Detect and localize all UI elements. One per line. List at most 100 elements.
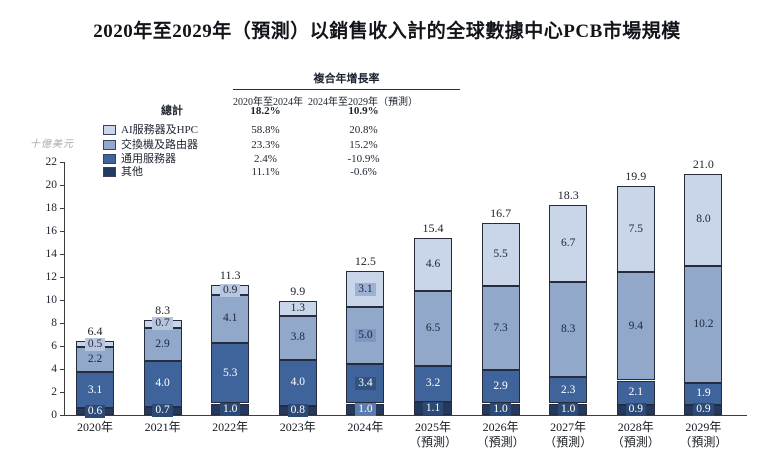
y-axis-tick <box>60 300 64 301</box>
legend-label: AI服務器及HPC <box>121 124 199 136</box>
bar-segment: 1.9 <box>684 382 723 405</box>
bar-segment: 0.9 <box>616 403 655 417</box>
y-axis-unit-label: 十億美元 <box>30 139 74 150</box>
bar-segment: 1.0 <box>549 402 588 416</box>
bar-segment: 0.7 <box>143 317 182 331</box>
y-axis-tick-label: 16 <box>45 224 58 237</box>
segment-label: 0.6 <box>84 405 106 419</box>
bar-segment: 3.2 <box>414 365 452 403</box>
total-label: 11.3 <box>219 268 241 283</box>
legend-swatch <box>103 167 116 177</box>
bar-segment: 10.2 <box>684 265 723 383</box>
segment-label: 0.9 <box>625 403 646 417</box>
bar-segment: 8.3 <box>549 281 588 378</box>
x-axis-label: 2029年 （預測） <box>679 420 728 449</box>
segment-label: 2.2 <box>87 353 103 366</box>
bar-segment: 2.2 <box>76 347 114 373</box>
bar-segment: 1.3 <box>278 301 317 317</box>
total-label: 8.3 <box>155 302 171 317</box>
y-axis-tick <box>60 162 64 163</box>
bar-segment: 2.3 <box>549 377 588 404</box>
legend-label: 交換機及路由器 <box>121 139 198 151</box>
cagr-value: 18.2% <box>250 105 281 117</box>
bar-segment: 5.3 <box>211 342 250 404</box>
segment-label: 1.0 <box>558 402 579 416</box>
segment-label: 8.0 <box>696 213 711 225</box>
x-axis-label: 2026年 （預測） <box>476 420 525 449</box>
bar-segment: 3.1 <box>346 271 385 307</box>
x-axis-label: 2022年 <box>212 420 249 434</box>
y-axis-tick-label: 18 <box>45 201 58 214</box>
segment-label: 5.5 <box>493 248 508 261</box>
legend-swatch <box>103 125 116 135</box>
segment-label: 3.8 <box>290 331 305 344</box>
segment-label: 4.1 <box>223 312 238 325</box>
y-axis-tick-label: 2 <box>51 385 57 398</box>
y-axis-tick <box>60 231 64 232</box>
segment-label: 3.1 <box>87 383 103 396</box>
y-axis-tick <box>60 185 64 186</box>
y-axis-tick <box>60 392 64 393</box>
bar-segment: 0.5 <box>76 337 114 351</box>
y-axis-tick-label: 14 <box>45 247 58 260</box>
bar-segment: 4.0 <box>278 359 317 406</box>
segment-label: 9.4 <box>628 319 643 332</box>
x-axis-label: 2028年 （預測） <box>611 420 660 449</box>
chart-title: 2020年至2029年（預測）以銷售收入計的全球數據中心PCB市場規模 <box>93 21 681 42</box>
segment-label: 0.9 <box>693 403 714 417</box>
total-label: 21.0 <box>692 156 714 171</box>
segment-label: 2.9 <box>155 337 170 350</box>
segment-label: 6.5 <box>425 321 441 334</box>
segment-label: 2.3 <box>561 383 576 396</box>
y-axis-tick-label: 0 <box>51 408 57 421</box>
bar-segment: 0.9 <box>684 403 723 417</box>
segment-label: 6.7 <box>561 236 576 249</box>
legend-swatch <box>103 153 116 164</box>
bar-segment: 2.9 <box>481 370 520 404</box>
y-axis-tick-label: 6 <box>51 339 57 352</box>
segment-label: 1.0 <box>490 402 511 416</box>
legend-label: 總計 <box>161 105 183 117</box>
cagr-value: 58.8% <box>251 124 280 136</box>
y-axis-tick <box>60 369 64 370</box>
y-axis-tick-label: 8 <box>51 316 57 329</box>
segment-label: 0.7 <box>152 317 173 331</box>
bar-segment: 4.1 <box>211 295 250 343</box>
cagr-value: -10.9% <box>347 152 380 165</box>
x-axis-label: 2027年 （預測） <box>544 420 593 449</box>
segment-label: 1.1 <box>422 402 444 416</box>
bar-segment: 7.5 <box>616 186 655 273</box>
cagr-value: 15.2% <box>349 139 378 151</box>
bar-segment: 8.0 <box>684 173 723 266</box>
segment-label: 3.1 <box>355 282 376 296</box>
y-axis-tick <box>60 277 64 278</box>
x-axis-label: 2021年 <box>144 420 181 434</box>
bar-segment: 4.6 <box>414 237 452 291</box>
segment-label: 5.3 <box>223 366 238 379</box>
legend-label: 其他 <box>121 166 143 178</box>
bar-segment: 3.4 <box>346 364 385 404</box>
segment-label: 2.1 <box>628 386 643 399</box>
segment-label: 1.3 <box>290 302 305 315</box>
bar-segment: 0.7 <box>143 404 182 418</box>
y-axis-tick-label: 22 <box>45 155 58 168</box>
bar-segment: 9.4 <box>616 272 655 381</box>
segment-label: 3.2 <box>425 377 441 390</box>
segment-label: 0.8 <box>287 403 308 417</box>
segment-label: 7.3 <box>493 321 508 334</box>
bar-segment: 5.5 <box>481 222 520 287</box>
bar-segment: 4.0 <box>143 360 182 407</box>
cagr-table-title: 複合年增長率 <box>313 73 380 85</box>
cagr-col-header-2024-2029: 2024年至2029年（預測） <box>308 97 418 108</box>
segment-label: 1.0 <box>355 402 376 416</box>
bar-segment: 2.9 <box>143 327 182 361</box>
segment-label: 1.9 <box>696 387 711 400</box>
y-axis-tick-label: 10 <box>45 293 58 306</box>
bar-segment: 1.0 <box>346 402 385 416</box>
total-label: 9.9 <box>290 284 306 299</box>
y-axis-tick-label: 12 <box>45 270 58 283</box>
total-label: 19.9 <box>625 169 647 184</box>
x-axis-label: 2020年 <box>76 420 113 434</box>
segment-label: 4.6 <box>425 257 441 270</box>
